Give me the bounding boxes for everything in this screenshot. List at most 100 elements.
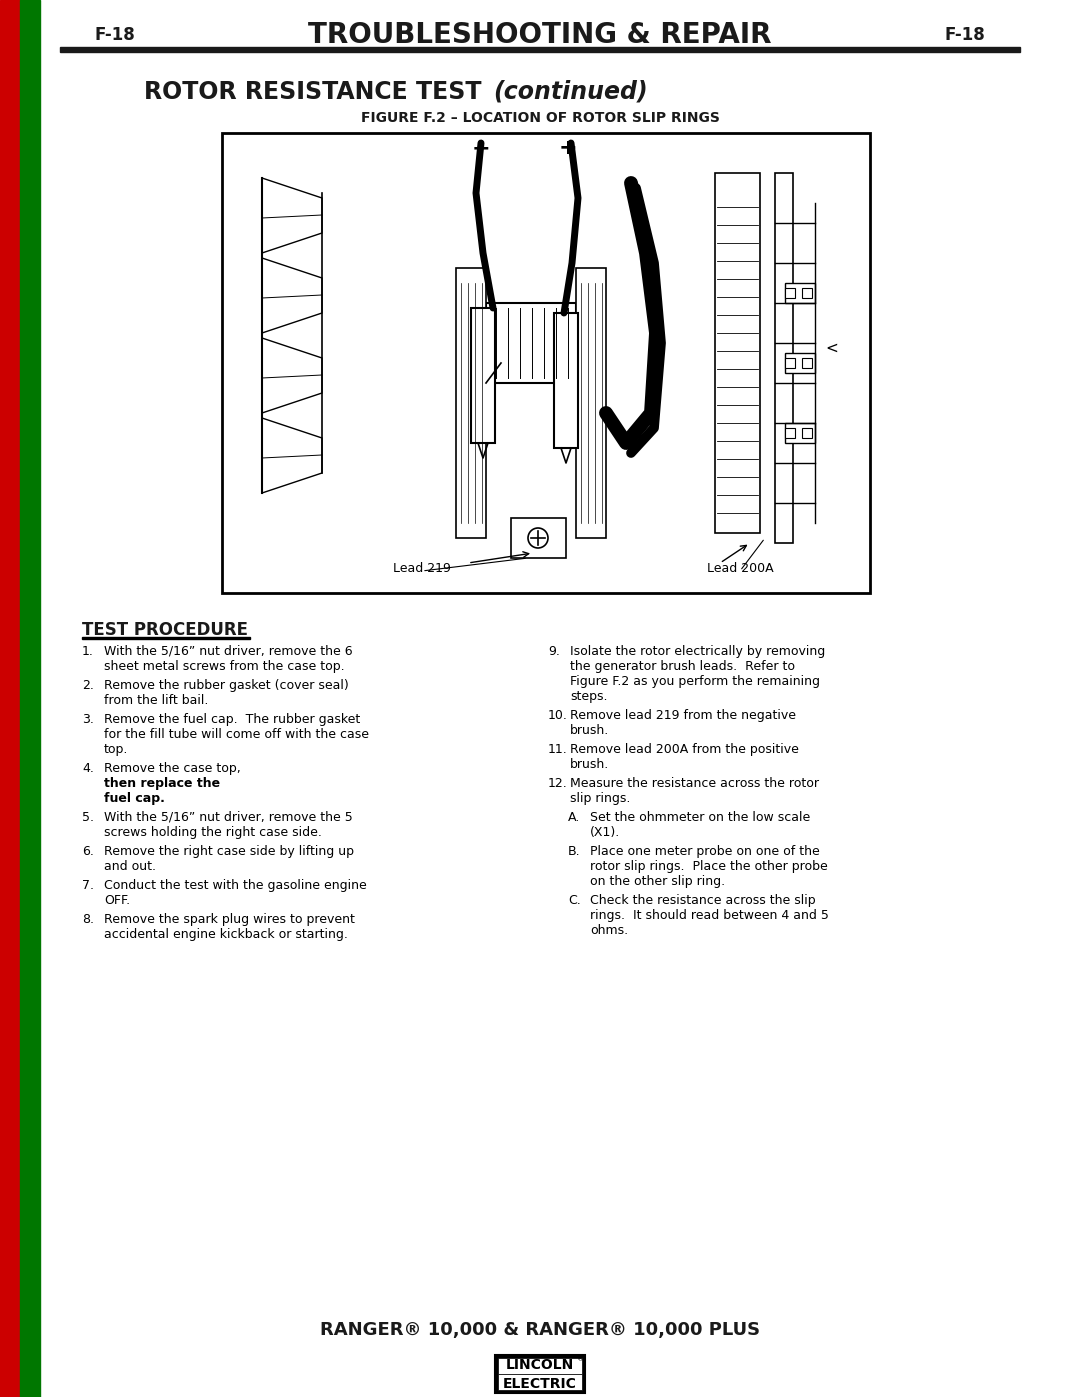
Bar [60,47,1020,52]
Bar [785,423,815,443]
Text: B.: B. [568,845,581,858]
Text: 1.: 1. [82,645,94,658]
Text: F-18: F-18 [95,27,136,43]
Text: Return to Master TOC: Return to Master TOC [26,120,35,231]
Text: 5.: 5. [82,812,94,824]
Text: Remove the rubber gasket (cover seal): Remove the rubber gasket (cover seal) [104,679,349,692]
Text: LINCOLN: LINCOLN [505,1358,575,1372]
Text: Conduct the test with the gasoline engine: Conduct the test with the gasoline engin… [104,879,367,893]
Text: Lead 200A: Lead 200A [706,562,773,576]
Bar [498,1375,582,1390]
Bar [775,173,793,543]
Text: With the 5/16” nut driver, remove the 6: With the 5/16” nut driver, remove the 6 [104,645,353,658]
Text: <: < [825,341,838,355]
Bar [802,288,812,298]
Text: 4.: 4. [82,761,94,775]
Text: Return to Master TOC: Return to Master TOC [26,1024,35,1136]
Text: fuel cap.: fuel cap. [104,792,165,805]
Bar [554,313,578,448]
Text: Remove the case top,: Remove the case top, [104,761,245,775]
Text: Check the resistance across the slip: Check the resistance across the slip [590,894,815,907]
Text: Return to Section TOC: Return to Section TOC [5,1023,14,1137]
Text: (X1).: (X1). [590,826,620,840]
Text: +: + [558,138,578,158]
Text: (continued): (continued) [492,80,648,103]
Text: 10.: 10. [548,710,568,722]
Text: Measure the resistance across the rotor: Measure the resistance across the rotor [570,777,819,789]
Text: Return to Master TOC: Return to Master TOC [26,434,35,545]
Text: for the fill tube will come off with the case: for the fill tube will come off with the… [104,728,369,740]
Bar [785,427,795,439]
Bar [498,1358,582,1375]
Text: then replace the: then replace the [104,777,220,789]
Text: Remove the spark plug wires to prevent: Remove the spark plug wires to prevent [104,914,355,926]
Text: the generator brush leads.  Refer to: the generator brush leads. Refer to [570,659,795,673]
Text: OFF.: OFF. [104,894,130,907]
Bar [486,303,576,383]
Text: and out.: and out. [104,861,156,873]
Text: rotor slip rings.  Place the other probe: rotor slip rings. Place the other probe [590,861,827,873]
Text: 3.: 3. [82,712,94,726]
Text: accidental engine kickback or starting.: accidental engine kickback or starting. [104,928,348,942]
Text: 8.: 8. [82,914,94,926]
Text: ROTOR RESISTANCE TEST: ROTOR RESISTANCE TEST [145,80,490,103]
Text: Remove the right case side by lifting up: Remove the right case side by lifting up [104,845,354,858]
Text: With the 5/16” nut driver, remove the 5: With the 5/16” nut driver, remove the 5 [104,812,353,824]
Text: 12.: 12. [548,777,568,789]
Bar [511,518,566,557]
Bar [802,358,812,367]
Bar [0,0,21,1397]
Text: Set the ohmmeter on the low scale: Set the ohmmeter on the low scale [590,812,810,824]
Bar [222,133,870,592]
Text: ®: ® [578,1356,584,1362]
Text: 2.: 2. [82,679,94,692]
Text: Figure F.2 as you perform the remaining: Figure F.2 as you perform the remaining [570,675,820,687]
Text: 9.: 9. [548,645,559,658]
Text: C.: C. [568,894,581,907]
Text: TEST PROCEDURE: TEST PROCEDURE [82,622,248,638]
Bar [802,427,812,439]
Bar [456,268,486,538]
Text: brush.: brush. [570,724,609,738]
Text: Place one meter probe on one of the: Place one meter probe on one of the [590,845,820,858]
Bar [471,307,495,443]
Polygon shape [262,418,322,493]
Text: from the lift bail.: from the lift bail. [104,694,208,707]
Text: Return to Section TOC: Return to Section TOC [5,433,14,546]
Text: Return to Section TOC: Return to Section TOC [5,119,14,232]
Text: Remove lead 200A from the positive: Remove lead 200A from the positive [570,743,799,756]
Bar [82,637,249,638]
Bar [576,268,606,538]
Text: Return to Master TOC: Return to Master TOC [26,735,35,845]
Bar [785,288,795,298]
Text: TROUBLESHOOTING & REPAIR: TROUBLESHOOTING & REPAIR [308,21,772,49]
Polygon shape [262,338,322,414]
Bar [495,1355,585,1393]
Text: steps.: steps. [570,690,607,703]
Polygon shape [262,177,322,253]
Text: F-18: F-18 [944,27,985,43]
Text: screws holding the right case side.: screws holding the right case side. [104,826,322,840]
Text: slip rings.: slip rings. [570,792,631,805]
Text: brush.: brush. [570,759,609,771]
Bar [785,284,815,303]
Text: Remove the fuel cap.  The rubber gasket: Remove the fuel cap. The rubber gasket [104,712,361,726]
Text: RANGER® 10,000 & RANGER® 10,000 PLUS: RANGER® 10,000 & RANGER® 10,000 PLUS [320,1322,760,1338]
Text: 6.: 6. [82,845,94,858]
Text: Lead 219: Lead 219 [393,562,451,576]
Bar [785,358,795,367]
Text: −: − [472,138,490,158]
Text: A.: A. [568,812,580,824]
Text: ELECTRIC: ELECTRIC [503,1377,577,1391]
Text: on the other slip ring.: on the other slip ring. [590,875,725,888]
Text: top.: top. [104,743,129,756]
Bar [21,0,40,1397]
Text: FIGURE F.2 – LOCATION OF ROTOR SLIP RINGS: FIGURE F.2 – LOCATION OF ROTOR SLIP RING… [361,110,719,124]
Text: sheet metal screws from the case top.: sheet metal screws from the case top. [104,659,345,673]
Text: ohms.: ohms. [590,923,629,937]
Text: Return to Section TOC: Return to Section TOC [5,733,14,847]
Bar [715,173,760,534]
Text: Isolate the rotor electrically by removing: Isolate the rotor electrically by removi… [570,645,825,658]
Text: rings.  It should read between 4 and 5: rings. It should read between 4 and 5 [590,909,828,922]
Text: 11.: 11. [548,743,568,756]
